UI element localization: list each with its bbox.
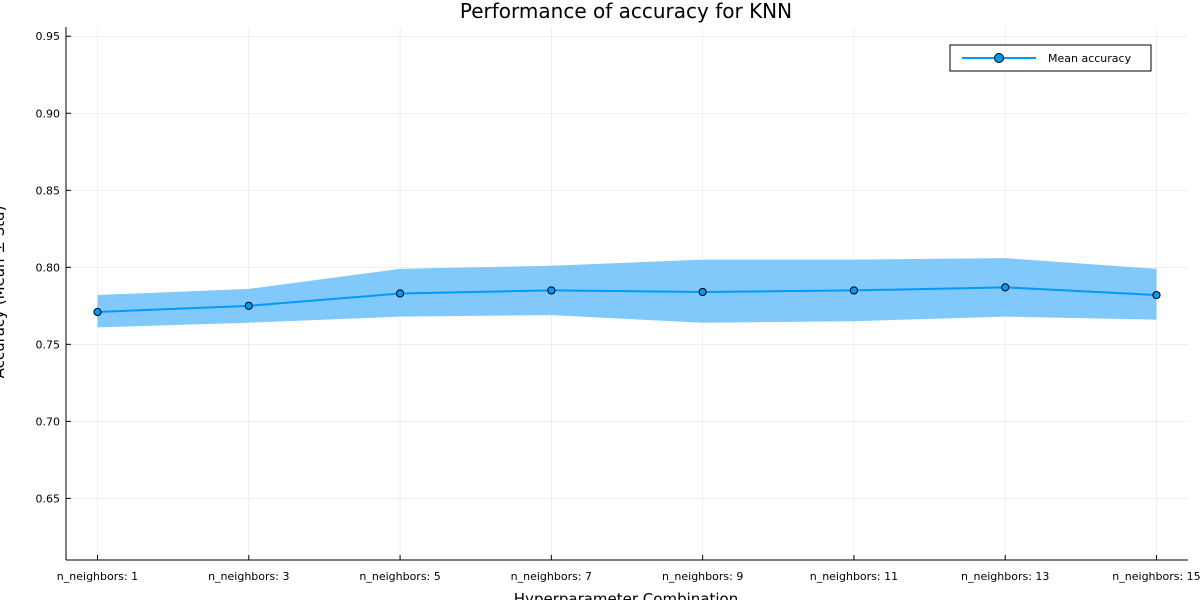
data-point — [93, 307, 102, 317]
x-tick-label: n_neighbors: 5 — [359, 570, 440, 583]
y-axis-label: Accuracy (Mean ± Std) — [0, 206, 8, 379]
legend-label: Mean accuracy — [1048, 52, 1132, 65]
y-tick-label: 0.65 — [36, 492, 61, 505]
legend-marker-swatch — [994, 53, 1004, 63]
y-tick-label: 0.75 — [36, 338, 61, 351]
legend: Mean accuracy — [949, 44, 1152, 72]
y-tick-label: 0.85 — [36, 184, 61, 197]
data-point — [547, 286, 556, 295]
tick-labels: n_neighbors: 1 n_neighbors: 3 n_neighbors:… — [36, 30, 1200, 583]
y-tick-label: 0.90 — [36, 107, 61, 120]
data-point — [244, 301, 253, 310]
std-band — [97, 258, 1157, 328]
x-tick-label: n_neighbors: 7 — [511, 570, 592, 583]
series-line-layer — [97, 286, 1157, 313]
std-band-layer — [97, 258, 1157, 328]
y-tick-label: 0.70 — [36, 415, 61, 428]
data-point — [395, 289, 405, 298]
marker-layer — [93, 283, 1161, 317]
data-point — [698, 287, 707, 297]
x-axis-label: Hyperparameter Combination — [514, 590, 738, 600]
x-tick-label: n_neighbors: 9 — [662, 570, 743, 583]
x-tick-label: n_neighbors: 13 — [961, 570, 1049, 583]
x-tick-label: n_neighbors: 1 — [57, 570, 138, 583]
x-tick-label: n_neighbors: 15 — [1112, 570, 1200, 583]
data-point — [849, 286, 859, 295]
data-point — [1152, 290, 1161, 300]
y-tick-label: 0.80 — [36, 261, 61, 274]
data-point — [1001, 283, 1010, 292]
mean-accuracy-line — [97, 286, 1157, 313]
axes — [65, 27, 1188, 561]
chart-title: Performance of accuracy for KNN — [460, 0, 792, 23]
x-tick-label: n_neighbors: 3 — [208, 570, 289, 583]
x-tick-label: n_neighbors: 11 — [810, 570, 898, 583]
y-tick-label: 0.95 — [36, 30, 61, 43]
